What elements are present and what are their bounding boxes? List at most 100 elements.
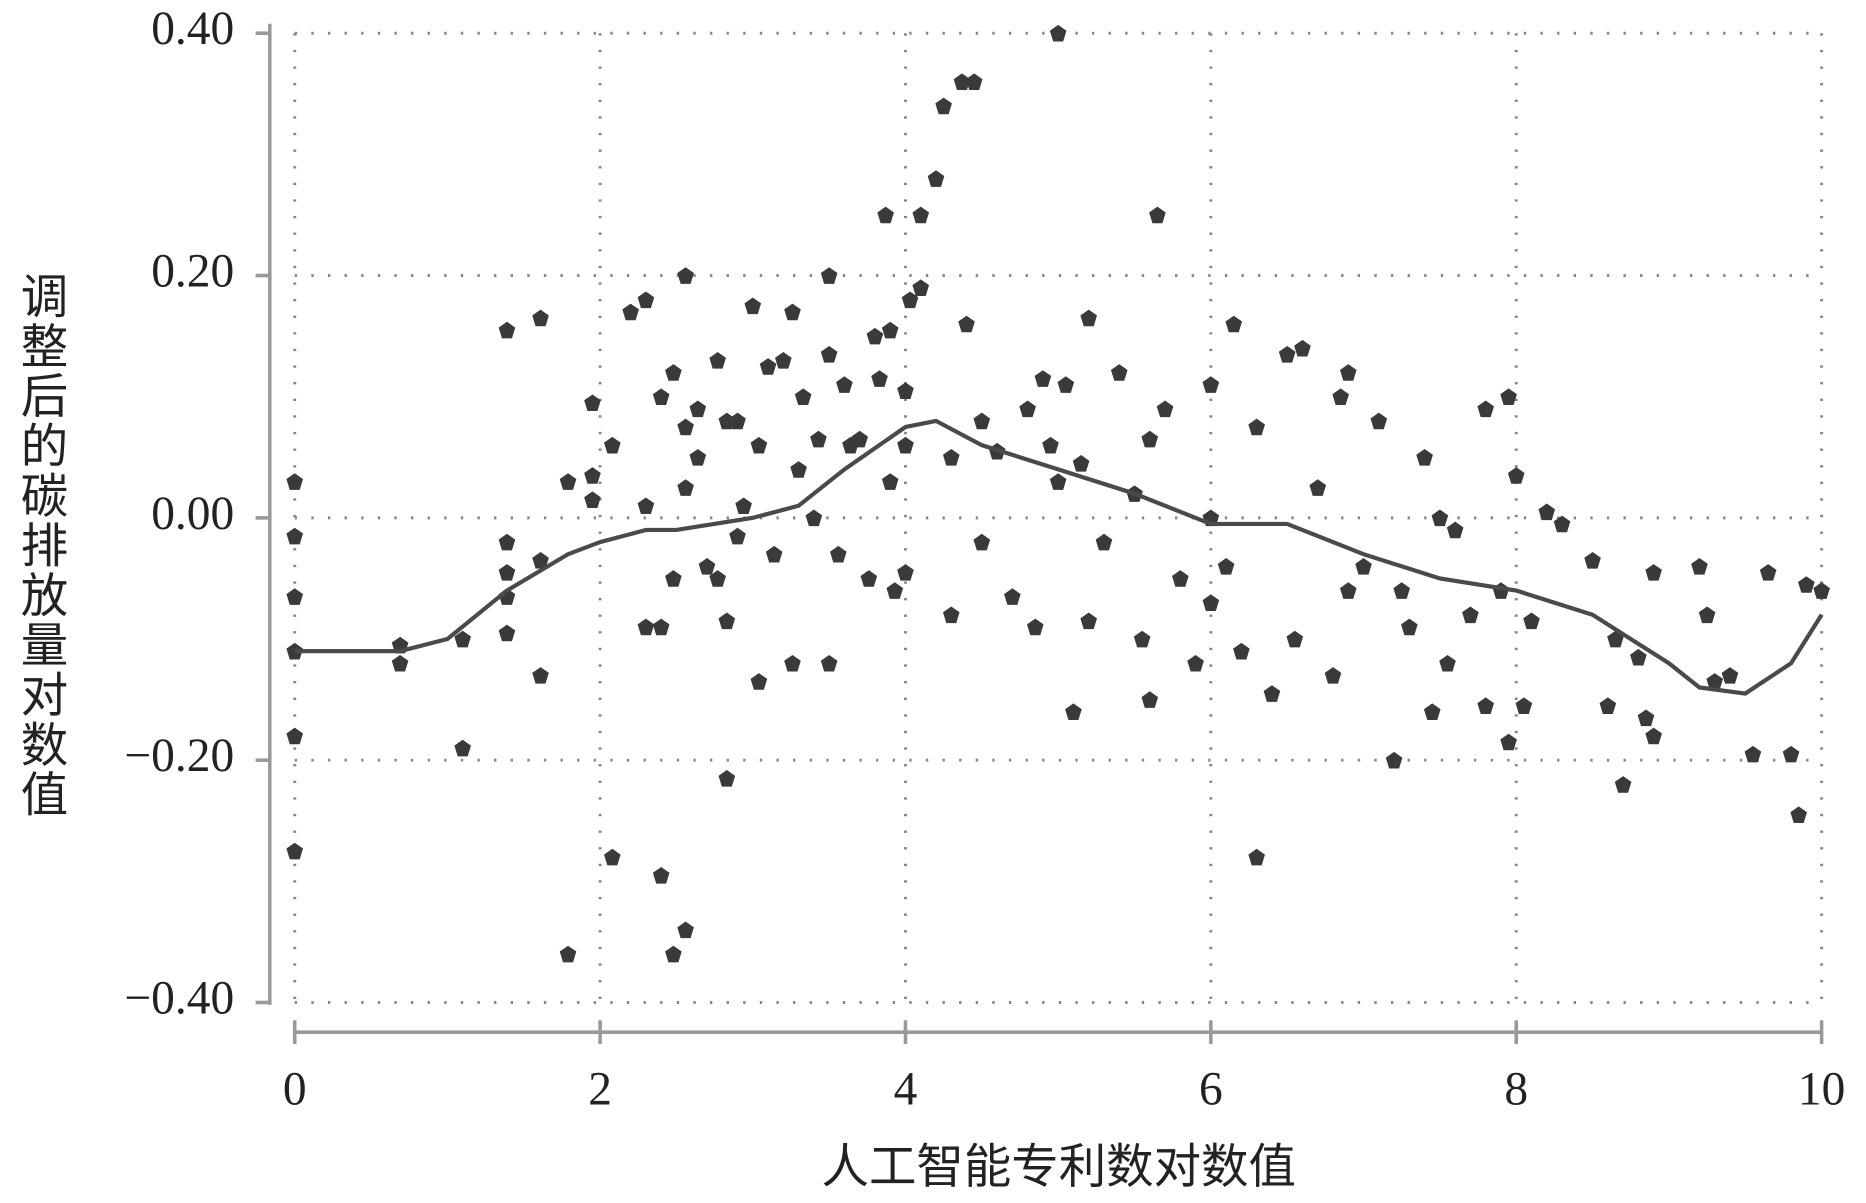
scatter-point <box>532 551 549 569</box>
scatter-point <box>1019 400 1036 418</box>
y-tick-label: 0.00 <box>151 488 234 540</box>
scatter-point <box>1065 703 1082 721</box>
scatter-point <box>866 327 884 345</box>
scatter-point <box>1500 388 1517 406</box>
scatter-point <box>652 618 670 636</box>
scatter-point <box>1553 515 1571 533</box>
scatter-point <box>1370 412 1388 430</box>
scatter-point <box>1339 364 1357 381</box>
scatter-point <box>1332 388 1349 406</box>
scatter-point <box>1248 848 1265 866</box>
scatter-point <box>1324 667 1342 684</box>
scatter-point <box>1431 509 1449 527</box>
scatter-point <box>1790 806 1808 824</box>
scatter-point <box>1339 582 1357 599</box>
scatter-point <box>871 370 888 387</box>
scatter-point <box>637 497 655 515</box>
scatter-point <box>851 430 868 448</box>
scatter-point <box>729 527 746 545</box>
y-tick-label: 0.20 <box>151 245 234 297</box>
scatter-point <box>1500 733 1517 751</box>
scatter-point <box>1607 630 1624 648</box>
scatter-point <box>1095 533 1113 551</box>
scatter-point <box>1225 315 1243 333</box>
scatter-point <box>718 412 736 430</box>
scatter-point <box>1637 709 1655 727</box>
scatter-point <box>784 654 801 672</box>
scatter-point <box>1401 618 1418 636</box>
scatter-point <box>1523 612 1540 630</box>
scatter-point <box>584 491 601 508</box>
scatter-point <box>927 170 945 187</box>
scatter-point <box>1393 582 1411 599</box>
scatter-point <box>637 618 655 636</box>
scatter-point <box>1149 206 1166 224</box>
scatter-point <box>1385 751 1403 769</box>
scatter-point <box>820 654 838 672</box>
scatter-point <box>1782 745 1800 763</box>
scatter-point <box>836 376 853 393</box>
scatter-point <box>1462 606 1479 624</box>
scatter-point <box>1217 558 1235 575</box>
scatter-point <box>498 533 516 551</box>
x-tick-label: 4 <box>894 1064 918 1116</box>
scatter-point <box>1278 345 1296 363</box>
scatter-point <box>1263 685 1281 702</box>
scatter-point <box>1049 473 1067 490</box>
scatter-point <box>1042 436 1059 454</box>
scatter-point <box>1133 630 1151 648</box>
x-tick-label: 10 <box>1798 1064 1845 1116</box>
x-tick-label: 6 <box>1199 1064 1223 1116</box>
scatter-point <box>1026 618 1044 636</box>
scatter-point <box>973 412 991 430</box>
scatter-point <box>897 564 914 581</box>
scatter-point <box>1645 727 1662 745</box>
x-tick-label: 8 <box>1504 1064 1528 1116</box>
scatter-point <box>881 321 899 339</box>
scatter-point <box>689 448 707 466</box>
scatter-point <box>1446 521 1464 539</box>
scatter-point <box>820 345 838 363</box>
scatter-point <box>665 570 682 587</box>
scatter-point <box>1538 503 1556 521</box>
scatter-point <box>652 866 670 884</box>
scatter-point <box>622 303 639 321</box>
scatter-point <box>790 461 807 478</box>
scatter-point <box>953 73 971 90</box>
scatter-point <box>532 667 549 684</box>
y-axis-label: 调整后的碳排放量对数值 <box>13 272 67 820</box>
scatter-point <box>1477 400 1494 418</box>
scatter-point <box>665 364 682 381</box>
scatter-point <box>735 497 752 515</box>
y-tick-label: −0.20 <box>124 730 234 782</box>
scatter-point <box>1294 339 1311 357</box>
scatter-point <box>454 630 471 648</box>
scatter-point <box>677 418 694 436</box>
scatter-point <box>1110 364 1128 381</box>
scatter-point <box>1080 309 1098 327</box>
scatter-point <box>965 73 983 90</box>
scatter-point <box>1744 745 1762 763</box>
scatter-point <box>677 921 694 939</box>
scatter-point <box>1423 703 1441 721</box>
scatter-point <box>750 436 768 454</box>
scatter-point <box>897 382 914 399</box>
scatter-point <box>912 206 930 224</box>
scatter-point <box>877 206 894 224</box>
scatter-point <box>498 564 516 581</box>
scatter-point <box>637 291 655 309</box>
scatter-point <box>718 612 736 630</box>
scatter-point <box>1439 654 1456 672</box>
scatter-point <box>1798 576 1815 593</box>
scatter-point <box>584 467 601 484</box>
scatter-point <box>958 315 975 333</box>
scatter-point <box>881 473 899 490</box>
scatter-point <box>1507 467 1525 484</box>
scatter-point <box>1202 594 1220 611</box>
scatter-point <box>1706 673 1724 690</box>
scatter-point <box>784 303 801 321</box>
x-axis-label: 人工智能专利数对数值 <box>822 1142 1296 1194</box>
scatter-point <box>1584 551 1601 569</box>
scatter-point <box>973 533 991 551</box>
